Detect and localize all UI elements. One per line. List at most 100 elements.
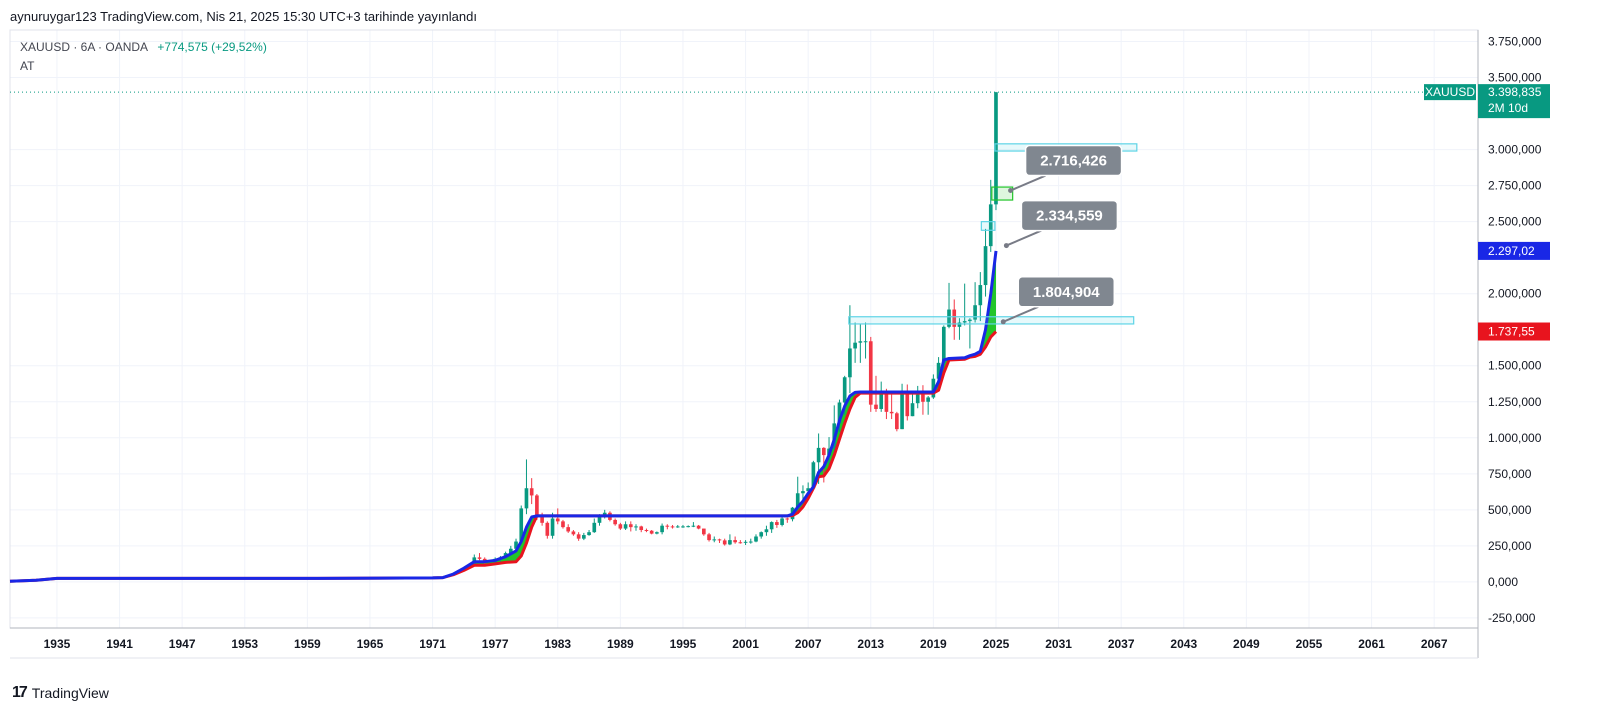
candle[interactable] [644, 528, 649, 533]
indicator-lines [9, 91, 1478, 583]
zone-box[interactable] [980, 221, 996, 231]
candle-body [743, 541, 748, 543]
candle[interactable] [712, 536, 717, 543]
candles[interactable] [472, 91, 998, 567]
candle[interactable] [988, 179, 993, 252]
candle-body [691, 525, 696, 527]
candle[interactable] [524, 459, 529, 515]
candle[interactable] [743, 540, 748, 546]
last-price-tag: XAUUSD 3.398,835 2M 10d [1424, 84, 1550, 119]
candle[interactable] [968, 318, 972, 349]
candle[interactable] [915, 385, 920, 409]
callout-box [1024, 144, 1123, 177]
candle[interactable] [785, 517, 790, 523]
indicator-legend[interactable]: AT [20, 59, 35, 73]
candle[interactable] [639, 525, 644, 533]
candle[interactable] [983, 228, 988, 297]
candle[interactable] [519, 505, 524, 543]
candle[interactable] [769, 521, 774, 533]
candle[interactable] [947, 282, 951, 329]
candle[interactable] [613, 518, 617, 526]
candle[interactable] [858, 323, 863, 363]
candle[interactable] [576, 532, 581, 541]
candle[interactable] [670, 524, 675, 529]
indicator-price-tag: 2.297,02 [1478, 241, 1550, 260]
candle[interactable] [952, 299, 957, 340]
callout-anchor [1008, 188, 1014, 194]
symbol-legend[interactable]: XAUUSD · 6A · OANDA +774,575 (+29,52%) [20, 40, 267, 54]
candle[interactable] [665, 524, 670, 530]
candle-body [686, 526, 691, 528]
candle[interactable] [978, 272, 983, 322]
candle[interactable] [691, 522, 696, 528]
candle[interactable] [686, 525, 691, 528]
candle-body [759, 532, 764, 537]
candle[interactable] [660, 523, 664, 535]
candle[interactable] [618, 522, 623, 531]
candle[interactable] [566, 524, 571, 533]
candle[interactable] [973, 282, 977, 323]
x-tick-label: 1983 [544, 637, 571, 651]
candle[interactable] [628, 521, 633, 532]
candle[interactable] [655, 531, 659, 535]
candle-body [675, 526, 680, 528]
candle[interactable] [905, 384, 910, 421]
zone-box[interactable] [991, 186, 1014, 201]
candle[interactable] [571, 530, 576, 536]
candle[interactable] [477, 553, 482, 561]
candle[interactable] [795, 476, 800, 509]
candle[interactable] [717, 538, 722, 543]
candle[interactable] [853, 322, 857, 363]
candle[interactable] [529, 478, 534, 505]
candle[interactable] [863, 322, 868, 359]
candle[interactable] [837, 399, 842, 433]
candle[interactable] [962, 283, 967, 326]
candle[interactable] [759, 531, 764, 539]
candle[interactable] [780, 516, 784, 527]
tag-bg [1478, 241, 1550, 260]
candle[interactable] [702, 528, 706, 536]
candle[interactable] [868, 336, 873, 412]
candle[interactable] [957, 318, 962, 340]
candle[interactable] [728, 534, 732, 546]
candle[interactable] [848, 305, 852, 394]
candle[interactable] [879, 381, 884, 412]
candle[interactable] [582, 532, 586, 541]
zone-box[interactable] [848, 316, 1135, 325]
candle[interactable] [681, 524, 685, 528]
candle-body [769, 522, 774, 530]
candle[interactable] [707, 532, 711, 542]
candle[interactable] [733, 536, 737, 544]
candle[interactable] [675, 524, 680, 528]
candle[interactable] [931, 374, 936, 399]
candle-body [816, 447, 821, 463]
x-tick-label: 2037 [1108, 637, 1135, 651]
candle[interactable] [649, 530, 654, 535]
candle[interactable] [895, 411, 899, 432]
candle[interactable] [561, 519, 565, 529]
candle[interactable] [748, 538, 753, 544]
candle[interactable] [926, 396, 930, 415]
callout-box [1017, 276, 1116, 308]
candle-body [936, 362, 941, 379]
candle[interactable] [722, 538, 727, 546]
candle-body [639, 526, 644, 531]
candle[interactable] [775, 519, 779, 528]
candle[interactable] [889, 394, 894, 420]
candle-body [524, 488, 529, 509]
candle[interactable] [696, 524, 701, 530]
candle[interactable] [754, 534, 758, 543]
candle[interactable] [634, 524, 638, 531]
candle[interactable] [764, 525, 769, 536]
candle[interactable] [592, 518, 597, 533]
candle[interactable] [910, 394, 915, 417]
candle[interactable] [921, 385, 925, 415]
candle[interactable] [623, 521, 628, 531]
candle[interactable] [587, 530, 591, 536]
candle[interactable] [738, 540, 743, 544]
candle-body [973, 305, 977, 320]
tag-text: 2.297,02 [1488, 244, 1535, 258]
candle[interactable] [545, 521, 550, 539]
plot-frame [9, 29, 1479, 629]
